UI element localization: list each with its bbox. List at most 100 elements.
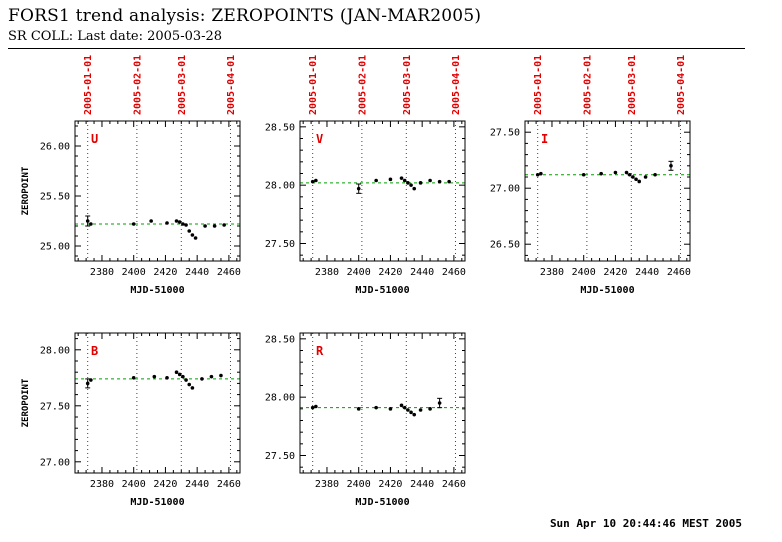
y-tick-label: 28.00	[265, 181, 295, 192]
date-label: 2005-03-01	[627, 55, 638, 115]
data-point	[418, 408, 423, 412]
data-point	[428, 178, 432, 183]
data-point	[539, 171, 543, 176]
data-point	[187, 382, 192, 387]
data-point	[437, 401, 442, 405]
x-axis-title: MJD-51000	[130, 285, 184, 296]
data-point	[209, 374, 214, 379]
x-tick-label: 2380	[90, 267, 114, 278]
filter-label: V	[316, 132, 323, 146]
timestamp: Sun Apr 10 20:44:46 MEST 2005	[549, 517, 742, 530]
y-tick-label: 25.00	[40, 242, 70, 253]
data-point	[374, 178, 378, 183]
x-tick-label: 2380	[540, 267, 564, 278]
data-point	[193, 236, 198, 240]
x-tick-label: 2440	[410, 267, 434, 278]
date-label: 2005-01-01	[533, 55, 544, 115]
page-title: FORS1 trend analysis: ZEROPOINTS (JAN-MA…	[8, 6, 482, 26]
data-point	[89, 378, 93, 382]
date-label: 2005-01-01	[83, 55, 94, 115]
y-tick-label: 27.50	[265, 239, 295, 250]
y-tick-label: 27.50	[265, 451, 295, 462]
data-point	[402, 405, 407, 410]
data-point	[152, 374, 157, 379]
charts-row-bottom: 2380 2400 2420 2440 2460 27.00 27.50 28.00 B MJD-…	[17, 323, 782, 519]
data-point	[634, 177, 638, 182]
y-tick-label: 28.00	[265, 393, 295, 404]
x-tick-label: 2380	[315, 479, 339, 490]
data-point	[187, 229, 192, 233]
data-point	[212, 224, 217, 228]
data-point	[653, 172, 657, 177]
data-point	[131, 222, 136, 226]
data-point	[190, 233, 195, 237]
x-tick-label: 2460	[442, 267, 466, 278]
chart-svg-V: 2005-01-01 2005-02-01 2005-03-01 2005-04-01…	[265, 55, 466, 296]
data-point	[131, 376, 136, 380]
data-point	[85, 381, 90, 386]
data-point	[412, 412, 417, 417]
x-tick-label: 2440	[410, 479, 434, 490]
x-tick-label: 2400	[572, 267, 596, 278]
y-tick-label: 28.50	[265, 334, 295, 345]
data-point	[428, 407, 432, 411]
chart-svg-B: 2380 2400 2420 2440 2460 27.00 27.50 28.00 B MJD-…	[21, 332, 241, 508]
data-point	[631, 175, 635, 179]
charts-row-top: 2005-01-01 2005-02-01 2005-03-01 2005-04-01…	[17, 53, 782, 307]
data-point	[310, 405, 315, 410]
data-point	[535, 172, 540, 177]
y-tick-label: 27.00	[40, 457, 70, 468]
x-tick-label: 2400	[347, 267, 371, 278]
y-tick-label: 25.50	[40, 192, 70, 203]
x-tick-label: 2400	[347, 479, 371, 490]
data-point	[412, 186, 417, 191]
x-axis-title: MJD-51000	[580, 285, 634, 296]
data-point	[222, 223, 226, 227]
data-point	[165, 221, 169, 225]
x-tick-label: 2400	[122, 479, 146, 490]
page-subtitle: SR COLL: Last date: 2005-03-28	[8, 29, 223, 44]
y-axis-title: ZEROPOINT	[21, 166, 31, 215]
x-axis-title: MJD-51000	[355, 497, 409, 508]
data-point	[406, 408, 410, 412]
data-point	[356, 407, 361, 411]
x-tick-label: 2420	[153, 479, 177, 490]
data-point	[174, 370, 179, 374]
x-tick-label: 2460	[217, 479, 241, 490]
data-point	[418, 181, 423, 185]
y-axis-title: ZEROPOINT	[21, 378, 31, 427]
date-label: 2005-04-01	[451, 55, 462, 115]
y-tick-label: 27.50	[40, 401, 70, 412]
data-point	[149, 219, 153, 223]
data-point	[447, 179, 451, 184]
data-point	[388, 177, 393, 182]
data-point	[310, 179, 315, 184]
x-tick-label: 2380	[90, 479, 114, 490]
data-point	[85, 219, 90, 223]
chart-panel-b: 2380 2400 2420 2440 2460 27.00 27.50 28.00 B MJD-…	[17, 323, 242, 519]
data-point	[624, 170, 629, 175]
x-tick-label: 2460	[442, 479, 466, 490]
data-point	[181, 222, 185, 226]
date-label: 2005-02-01	[132, 55, 143, 115]
data-point	[177, 372, 182, 377]
x-tick-label: 2400	[122, 267, 146, 278]
data-point	[637, 179, 642, 184]
data-point	[388, 407, 393, 411]
data-point	[165, 376, 169, 380]
x-tick-label: 2460	[217, 267, 241, 278]
chart-panel-v: 2005-01-01 2005-02-01 2005-03-01 2005-04-01…	[242, 53, 467, 307]
data-point	[190, 386, 195, 390]
data-point	[177, 220, 182, 224]
data-point	[581, 172, 586, 177]
filter-label: I	[541, 132, 548, 146]
data-point	[314, 178, 318, 183]
data-point	[409, 410, 413, 415]
data-point	[200, 377, 204, 381]
data-point	[599, 171, 603, 176]
x-tick-label: 2460	[667, 267, 691, 278]
date-label: 2005-02-01	[582, 55, 593, 115]
x-axis-title: MJD-51000	[130, 497, 184, 508]
x-tick-label: 2440	[635, 267, 659, 278]
